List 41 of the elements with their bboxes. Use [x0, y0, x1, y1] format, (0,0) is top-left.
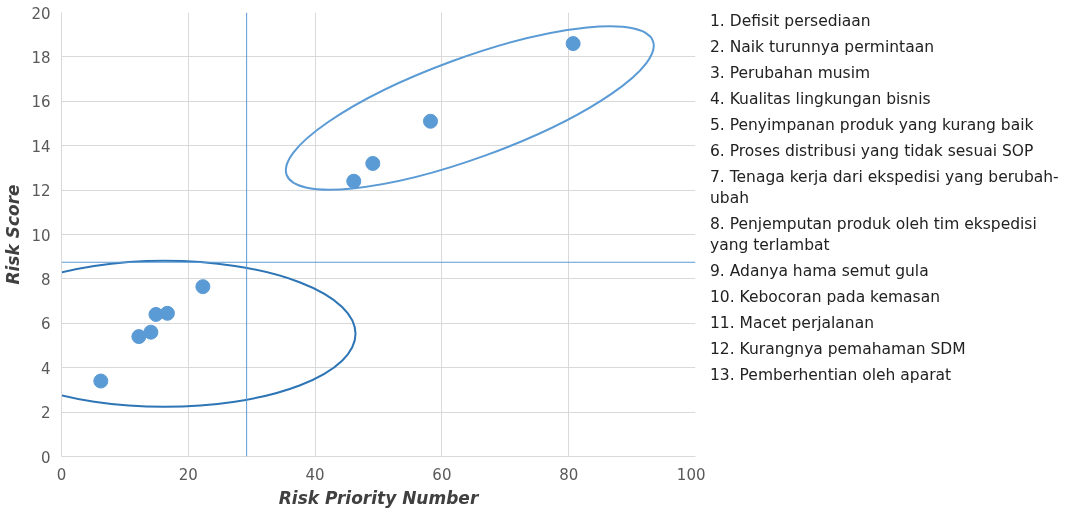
text: 4. Kualitas lingkungan bisnis	[710, 89, 932, 110]
y-tick-label: 4	[40, 359, 51, 378]
point	[422, 113, 438, 129]
x-tick-label: 60	[432, 465, 452, 484]
x-tick-label: 100	[676, 465, 706, 484]
text: 1. Defisit persediaan	[710, 11, 872, 32]
y-axis-title: Risk Score	[3, 184, 24, 285]
text: 6. Proses distribusi yang tidak sesuai SOP	[710, 141, 1035, 162]
y-tick-label: 8	[40, 270, 51, 289]
text: 11. Macet perjalanan	[710, 313, 875, 334]
x-tick-label: 40	[305, 465, 325, 484]
point	[148, 306, 164, 322]
y-tick-label: 0	[40, 448, 51, 467]
x-tick-label: 20	[178, 465, 198, 484]
y-tick-label: 14	[31, 137, 51, 156]
point	[143, 324, 159, 340]
text: 7. Tenaga kerja dari ekspedisi yang berubah-ubah	[710, 167, 1060, 209]
y-tick-label: 2	[40, 404, 51, 423]
point	[131, 329, 147, 345]
text: 13. Pemberhentian oleh aparat	[710, 365, 953, 386]
point	[195, 279, 211, 295]
point	[93, 373, 109, 389]
y-tick-label: 12	[31, 182, 51, 201]
x-tick-label: 80	[559, 465, 579, 484]
text: 10. Kebocoran pada kemasan	[710, 287, 941, 308]
point	[365, 155, 381, 171]
x-tick-label: 0	[56, 465, 67, 484]
text: 9. Adanya hama semut gula	[710, 261, 930, 282]
text: 3. Perubahan musim	[710, 63, 872, 84]
y-tick-label: 20	[31, 4, 51, 23]
text: 2. Naik turunnya permintaan	[710, 37, 935, 58]
y-tick-label: 16	[31, 93, 51, 112]
y-tick-label: 6	[40, 315, 51, 334]
text: 12. Kurangnya pemahaman SDM	[710, 339, 967, 360]
x-axis-title: Risk Priority Number	[278, 487, 480, 508]
point	[346, 173, 362, 189]
text: 8. Penjemputan produk oleh tim ekspedisi yang terlambat	[710, 214, 1038, 256]
y-tick-label: 10	[31, 226, 51, 245]
point	[565, 36, 581, 52]
y-tick-label: 18	[31, 48, 51, 67]
text: 5. Penyimpanan produk yang kurang baik	[710, 115, 1035, 136]
